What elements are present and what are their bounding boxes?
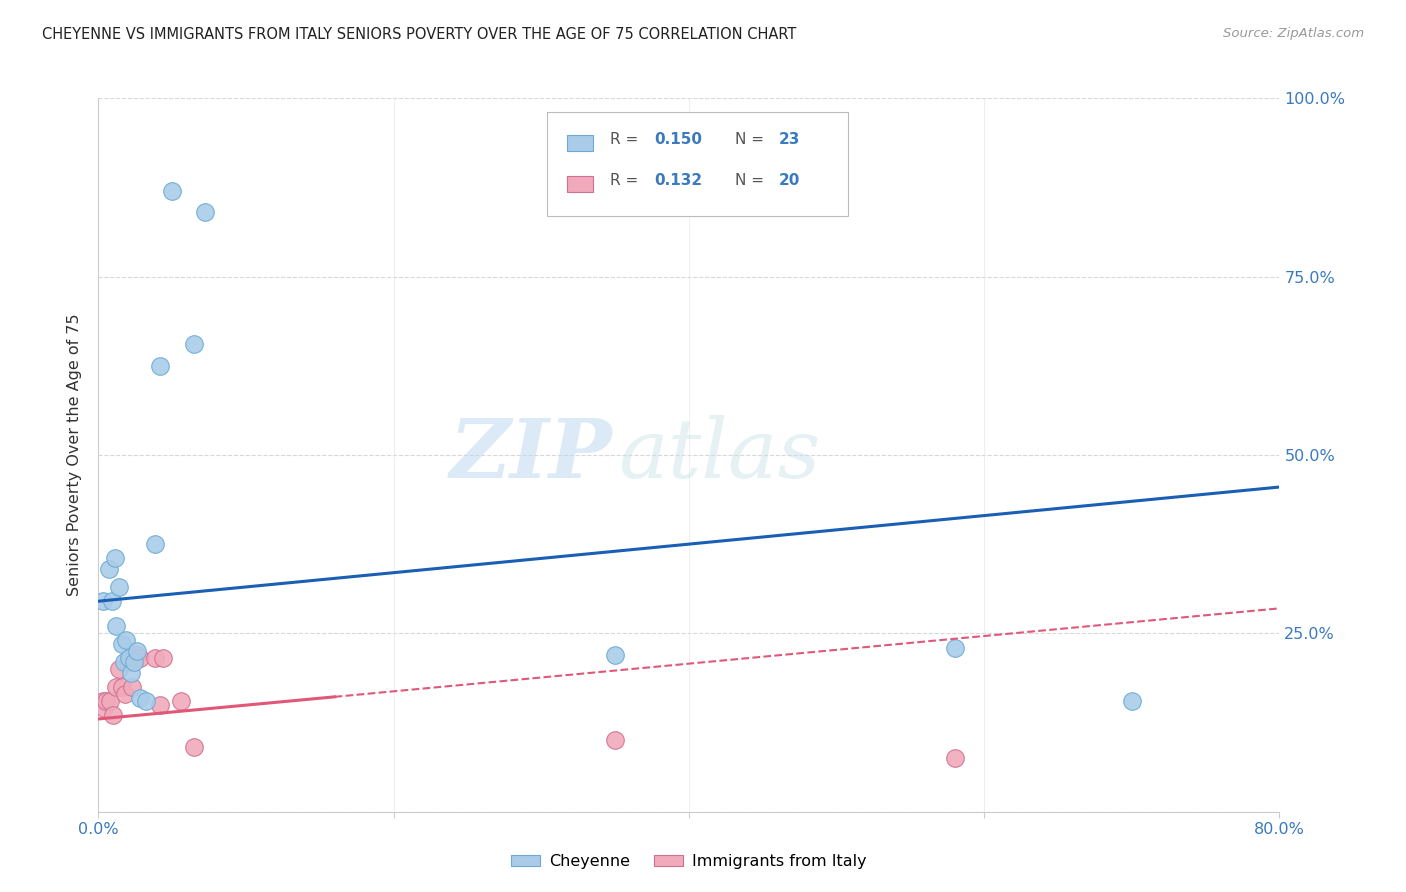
FancyBboxPatch shape (567, 176, 593, 192)
Immigrants from Italy (605, 733, 627, 747)
Cheyenne (112, 655, 135, 669)
Cheyenne (143, 537, 166, 551)
Immigrants from Italy (91, 694, 114, 708)
Immigrants from Italy (125, 648, 148, 662)
Immigrants from Italy (143, 651, 166, 665)
Cheyenne (111, 637, 134, 651)
Cheyenne (194, 205, 217, 219)
Cheyenne (108, 580, 131, 594)
Text: Source: ZipAtlas.com: Source: ZipAtlas.com (1223, 27, 1364, 40)
FancyBboxPatch shape (567, 136, 593, 151)
Immigrants from Italy (121, 680, 143, 694)
Text: 0.150: 0.150 (655, 132, 703, 147)
Text: N =: N = (735, 173, 769, 187)
Cheyenne (115, 633, 138, 648)
Cheyenne (122, 655, 145, 669)
Immigrants from Italy (170, 694, 193, 708)
Immigrants from Italy (183, 740, 205, 755)
Immigrants from Italy (94, 694, 117, 708)
Text: R =: R = (610, 132, 643, 147)
FancyBboxPatch shape (547, 112, 848, 216)
Immigrants from Italy (105, 680, 128, 694)
Cheyenne (128, 690, 150, 705)
Cheyenne (183, 337, 205, 351)
Immigrants from Italy (149, 698, 172, 712)
Cheyenne (104, 551, 127, 566)
Text: N =: N = (735, 132, 769, 147)
Cheyenne (1121, 694, 1143, 708)
Cheyenne (149, 359, 172, 373)
Text: 20: 20 (779, 173, 800, 187)
Cheyenne (135, 694, 157, 708)
Text: R =: R = (610, 173, 643, 187)
Cheyenne (125, 644, 148, 658)
Immigrants from Italy (943, 751, 966, 765)
Text: ZIP: ZIP (450, 415, 612, 495)
Text: 23: 23 (779, 132, 800, 147)
Cheyenne (105, 619, 128, 633)
Immigrants from Italy (114, 687, 136, 701)
Immigrants from Italy (98, 694, 121, 708)
Immigrants from Italy (93, 701, 115, 715)
Cheyenne (100, 594, 122, 608)
Cheyenne (943, 640, 966, 655)
Text: CHEYENNE VS IMMIGRANTS FROM ITALY SENIORS POVERTY OVER THE AGE OF 75 CORRELATION: CHEYENNE VS IMMIGRANTS FROM ITALY SENIOR… (42, 27, 797, 42)
Cheyenne (91, 594, 114, 608)
Text: 0.132: 0.132 (655, 173, 703, 187)
Cheyenne (97, 562, 120, 576)
Cheyenne (605, 648, 627, 662)
Cheyenne (118, 651, 141, 665)
Immigrants from Italy (103, 708, 125, 723)
Immigrants from Italy (111, 680, 134, 694)
Text: atlas: atlas (619, 415, 821, 495)
Immigrants from Italy (152, 651, 174, 665)
Legend: Cheyenne, Immigrants from Italy: Cheyenne, Immigrants from Italy (505, 847, 873, 875)
Immigrants from Italy (128, 651, 150, 665)
Cheyenne (162, 184, 183, 198)
Immigrants from Italy (108, 662, 131, 676)
Y-axis label: Seniors Poverty Over the Age of 75: Seniors Poverty Over the Age of 75 (67, 314, 83, 596)
Immigrants from Italy (117, 655, 139, 669)
Cheyenne (120, 665, 142, 680)
